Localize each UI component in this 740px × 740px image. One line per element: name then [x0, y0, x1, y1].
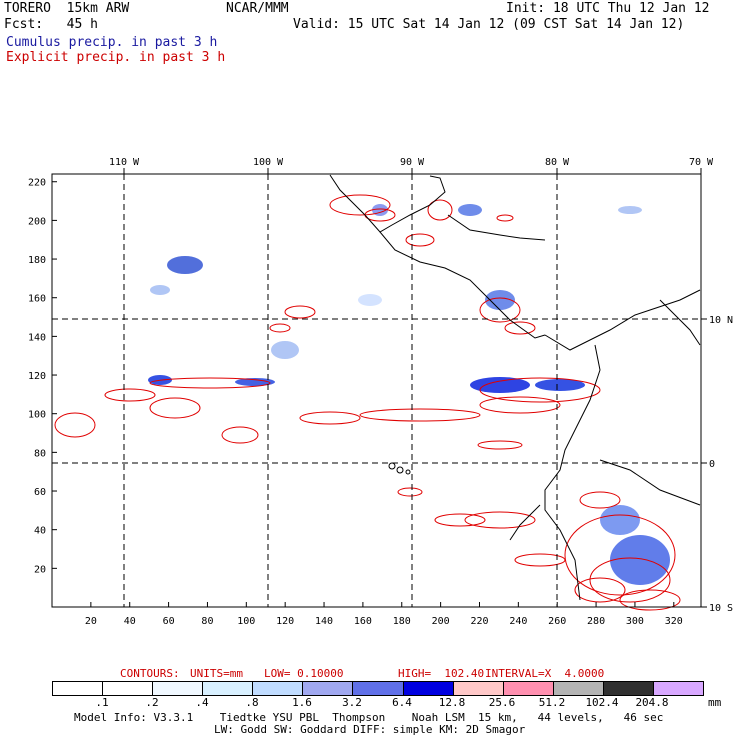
colorbar — [52, 681, 704, 696]
colorbar-label: 25.6 — [488, 696, 516, 709]
map-frame — [51, 173, 702, 608]
colorbar-swatch — [53, 682, 104, 695]
x-tick-label: 260 — [548, 616, 566, 627]
colorbar-label: 12.8 — [438, 696, 466, 709]
colorbar-label: .1 — [95, 696, 109, 709]
lon-label: 70 W — [689, 157, 714, 168]
field-explicit-label: Explicit precip. in past 3 h — [6, 50, 226, 65]
colorbar-label: 204.8 — [635, 696, 669, 709]
colorbar-swatch — [153, 682, 204, 695]
y-tick-label: 60 — [34, 487, 46, 498]
longitude-labels: 110 W 100 W 90 W 80 W 70 W — [109, 157, 714, 174]
x-tick-label: 140 — [315, 616, 333, 627]
galapagos-islands — [388, 462, 411, 475]
colorbar-swatch — [203, 682, 254, 695]
colorbar-swatch — [303, 682, 354, 695]
x-tick-label: 220 — [470, 616, 488, 627]
colorbar-label: 3.2 — [342, 696, 362, 709]
x-tick-label: 160 — [354, 616, 372, 627]
model-info-line1: Model Info: V3.3.1 Tiedtke YSU PBL Thomp… — [74, 711, 664, 724]
center-name: NCAR/MMM — [226, 1, 289, 16]
y-tick-label: 140 — [28, 332, 46, 343]
x-tick-label: 60 — [163, 616, 175, 627]
colorbar-swatch — [253, 682, 304, 695]
precip-map: 220 200 180 160 140 120 100 80 60 40 20 20 40 60 80 10… — [28, 157, 733, 627]
y-tick-label: 80 — [34, 448, 46, 459]
lat-label: 0 — [709, 459, 715, 470]
model-info-line2: LW: Godd SW: Goddard DIFF: simple KM: 2D… — [214, 723, 526, 736]
contours-label: CONTOURS: — [120, 667, 180, 680]
colorbar-swatch — [553, 682, 604, 695]
contours-low: LOW= 0.10000 — [264, 667, 344, 680]
y-tick-label: 220 — [28, 178, 46, 189]
contours-interval: INTERVAL=X 4.0000 — [485, 667, 605, 680]
y-tick-label: 40 — [34, 526, 46, 537]
x-tick-label: 300 — [626, 616, 644, 627]
explicit-precip-contours — [54, 194, 681, 611]
cumulus-precip-shading — [148, 204, 670, 585]
x-tick-label: 240 — [509, 616, 527, 627]
lon-label: 110 W — [109, 157, 140, 168]
forecast-hour: Fcst: 45 h — [4, 17, 98, 32]
lon-label: 90 W — [400, 157, 425, 168]
lon-label: 80 W — [545, 157, 570, 168]
colorbar-label: 102.4 — [585, 696, 619, 709]
colorbar-label: .2 — [145, 696, 159, 709]
y-tick-label: 100 — [28, 410, 46, 421]
colorbar-swatch — [403, 682, 454, 695]
colorbar-swatch — [453, 682, 504, 695]
colorbar-swatch — [603, 682, 654, 695]
y-tick-label: 160 — [28, 294, 46, 305]
x-tick-label: 280 — [587, 616, 605, 627]
y-tick-label: 180 — [28, 255, 46, 266]
valid-time: Valid: 15 UTC Sat 14 Jan 12 (09 CST Sat … — [293, 17, 685, 32]
colorbar-label: 1.6 — [292, 696, 312, 709]
x-tick-label: 80 — [201, 616, 213, 627]
y-axis-ticks: 220 200 180 160 140 120 100 80 60 40 20 — [28, 178, 57, 575]
x-axis-ticks: 20 40 60 80 100 120 140 160 180 200 220 240 260 280 30… — [85, 602, 683, 627]
x-tick-label: 40 — [124, 616, 136, 627]
graticule — [52, 174, 701, 607]
y-tick-label: 120 — [28, 371, 46, 382]
coastlines — [329, 174, 701, 601]
x-tick-label: 120 — [276, 616, 294, 627]
y-tick-label: 200 — [28, 216, 46, 227]
colorbar-unit: mm — [708, 696, 722, 709]
colorbar-label: .4 — [195, 696, 209, 709]
lat-label: 10 N — [709, 315, 733, 326]
colorbar-label: 6.4 — [392, 696, 412, 709]
x-tick-label: 180 — [393, 616, 411, 627]
lon-label: 100 W — [253, 157, 284, 168]
init-time: Init: 18 UTC Thu 12 Jan 12 — [506, 1, 710, 16]
colorbar-label: 51.2 — [538, 696, 566, 709]
colorbar-swatch — [103, 682, 154, 695]
colorbar-swatch — [353, 682, 404, 695]
colorbar-swatch — [503, 682, 554, 695]
contours-high: HIGH= 102.40 — [398, 667, 485, 680]
colorbar-swatch — [653, 682, 704, 695]
colorbar-label: .8 — [245, 696, 259, 709]
x-tick-label: 320 — [665, 616, 683, 627]
model-name: TORERO 15km ARW — [4, 1, 130, 16]
y-tick-label: 20 — [34, 564, 46, 575]
x-tick-label: 200 — [432, 616, 450, 627]
x-tick-label: 20 — [85, 616, 97, 627]
contours-units: UNITS=mm — [190, 667, 243, 680]
x-tick-label: 100 — [237, 616, 255, 627]
field-cumulus-label: Cumulus precip. in past 3 h — [6, 35, 218, 50]
lat-label: 10 S — [709, 603, 733, 614]
latitude-labels: 10 N 0 10 S — [701, 315, 733, 614]
